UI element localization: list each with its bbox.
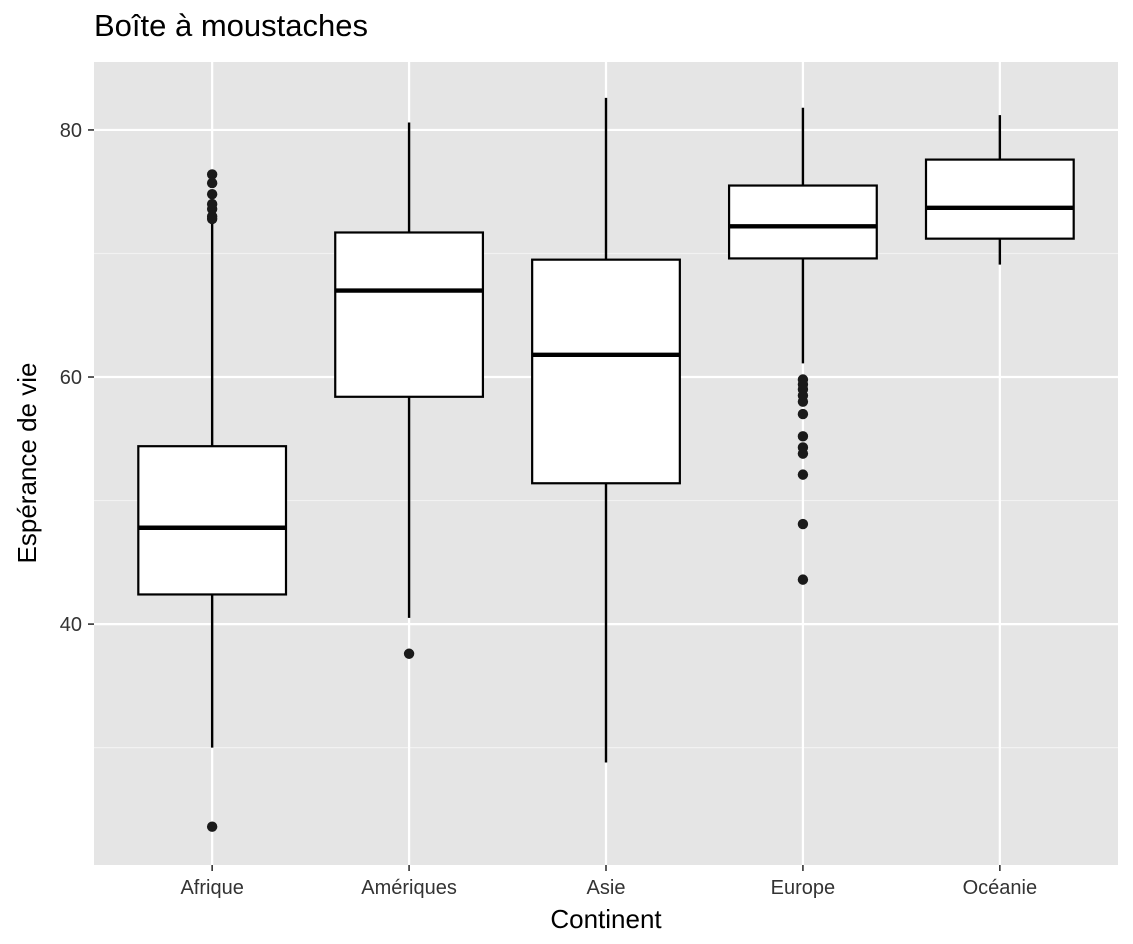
y-tick-label: 60: [60, 367, 82, 389]
outlier-point: [797, 374, 809, 385]
y-axis: 40 60 80: [60, 120, 94, 636]
box-iqr: [531, 258, 681, 485]
outlier-point: [403, 648, 415, 659]
outlier-point: [797, 442, 809, 453]
outlier-point: [797, 408, 809, 420]
outlier-point: [206, 821, 218, 832]
box-iqr: [727, 184, 878, 260]
outlier-point: [797, 574, 809, 585]
outlier-point: [206, 169, 218, 180]
box-iqr: [924, 158, 1075, 240]
box-1: [137, 169, 288, 832]
boxes-layer: [137, 97, 1075, 832]
y-tick-label: 80: [60, 120, 82, 142]
outlier-point: [206, 198, 218, 210]
box-2: [334, 122, 485, 659]
chart-title: Boîte à moustaches: [94, 8, 368, 43]
outlier-point: [206, 188, 218, 200]
outlier-point: [797, 431, 809, 442]
box-3: [531, 97, 681, 763]
x-tick-label: Amériques: [361, 877, 457, 899]
outlier-point: [206, 211, 218, 222]
outlier-point: [797, 469, 809, 480]
x-tick-label: Océanie: [963, 877, 1038, 899]
x-axis-title: Continent: [550, 904, 662, 934]
outlier-point: [797, 518, 809, 530]
box-5: [924, 115, 1075, 265]
x-axis: Afrique Amériques Asie Europe Océanie: [180, 865, 1037, 899]
x-tick-label: Europe: [771, 877, 836, 899]
box-iqr: [137, 445, 288, 596]
x-tick-label: Asie: [587, 877, 626, 899]
x-tick-label: Afrique: [180, 877, 243, 899]
y-axis-title: Espérance de vie: [12, 363, 42, 564]
box-iqr: [334, 231, 485, 398]
outlier-point: [206, 177, 218, 189]
box-4: [727, 107, 878, 585]
y-tick-label: 40: [60, 614, 82, 636]
